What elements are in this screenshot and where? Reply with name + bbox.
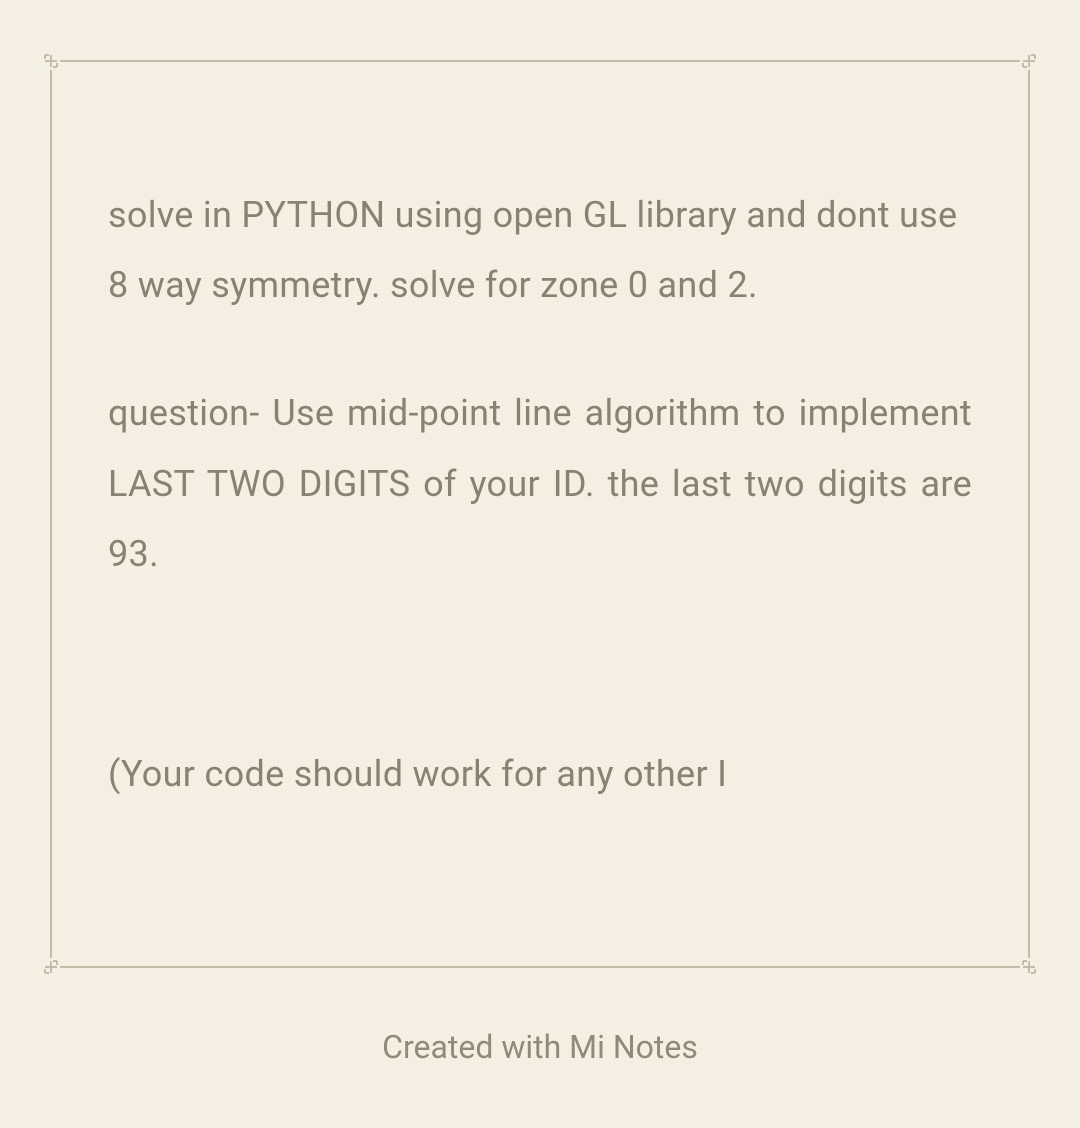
paragraph-3: (Your code should work for any other I <box>108 739 972 809</box>
corner-ornament-top-left <box>42 52 60 70</box>
corner-ornament-bottom-left <box>42 958 60 976</box>
corner-ornament-bottom-right <box>1020 958 1038 976</box>
corner-ornament-top-right <box>1020 52 1038 70</box>
note-content: solve in PYTHON using open GL library an… <box>52 62 1028 849</box>
paragraph-1: solve in PYTHON using open GL library an… <box>108 180 972 320</box>
footer-attribution: Created with Mi Notes <box>0 1028 1080 1066</box>
note-frame: solve in PYTHON using open GL library an… <box>50 60 1030 968</box>
paragraph-2: question- Use mid-point line algorithm t… <box>108 378 972 589</box>
